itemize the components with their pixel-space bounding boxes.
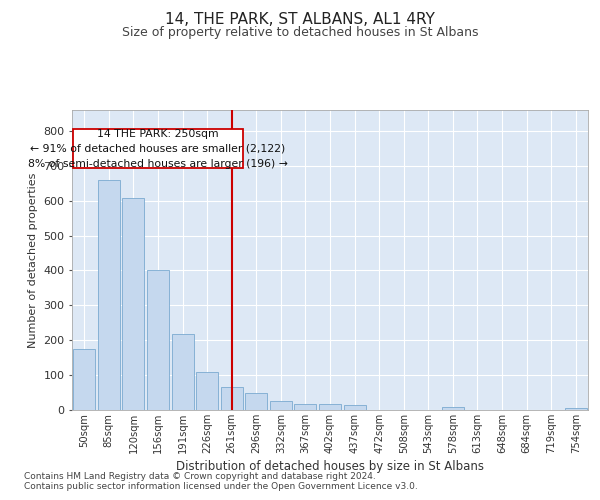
Bar	[319, 404, 341, 410]
Bar	[270, 402, 292, 410]
Bar	[122, 198, 145, 410]
Bar	[295, 404, 316, 410]
Bar	[196, 372, 218, 410]
Text: Contains HM Land Registry data © Crown copyright and database right 2024.: Contains HM Land Registry data © Crown c…	[24, 472, 376, 481]
Bar	[344, 406, 365, 410]
Bar	[221, 388, 243, 410]
Text: Size of property relative to detached houses in St Albans: Size of property relative to detached ho…	[122, 26, 478, 39]
Bar	[245, 394, 268, 410]
Text: Contains public sector information licensed under the Open Government Licence v3: Contains public sector information licen…	[24, 482, 418, 491]
Text: 14, THE PARK, ST ALBANS, AL1 4RY: 14, THE PARK, ST ALBANS, AL1 4RY	[165, 12, 435, 28]
X-axis label: Distribution of detached houses by size in St Albans: Distribution of detached houses by size …	[176, 460, 484, 473]
Bar	[565, 408, 587, 410]
Bar	[172, 334, 194, 410]
Y-axis label: Number of detached properties: Number of detached properties	[28, 172, 38, 348]
Bar	[147, 270, 169, 410]
Bar	[73, 349, 95, 410]
Bar	[442, 407, 464, 410]
FancyBboxPatch shape	[73, 129, 243, 168]
Text: 14 THE PARK: 250sqm
← 91% of detached houses are smaller (2,122)
8% of semi-deta: 14 THE PARK: 250sqm ← 91% of detached ho…	[28, 129, 288, 168]
Bar	[98, 180, 120, 410]
